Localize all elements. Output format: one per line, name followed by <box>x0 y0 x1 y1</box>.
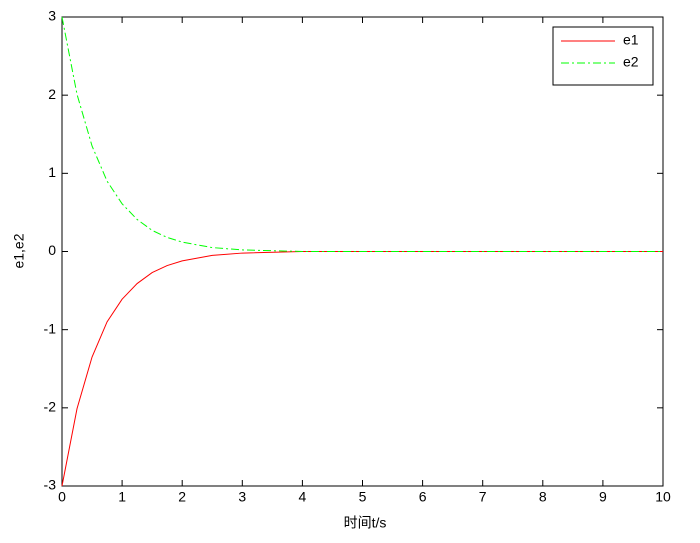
legend-label: e2 <box>623 54 639 70</box>
x-tick-label: 2 <box>178 489 186 505</box>
y-axis-label: e1,e2 <box>11 233 27 268</box>
x-tick-label: 1 <box>118 489 126 505</box>
y-tick-label: 3 <box>48 8 56 24</box>
x-axis-label: 时间t/s <box>344 515 387 531</box>
y-tick-label: -1 <box>44 320 57 336</box>
x-tick-label: 3 <box>238 489 246 505</box>
data-line <box>61 16 663 252</box>
x-tick-label: 10 <box>655 489 671 505</box>
x-tick-label: 9 <box>599 489 607 505</box>
y-tick-label: 1 <box>48 164 56 180</box>
legend-box <box>552 26 654 86</box>
x-tick-label: 8 <box>539 489 547 505</box>
x-tick-label: 6 <box>419 489 427 505</box>
y-tick-label: -3 <box>44 477 57 493</box>
y-tick-label: -2 <box>44 399 57 415</box>
y-tick-label: 0 <box>48 242 56 258</box>
legend-label: e1 <box>623 32 639 48</box>
x-tick-label: 5 <box>359 489 367 505</box>
y-tick-label: 2 <box>48 86 56 102</box>
x-tick-label: 0 <box>58 489 66 505</box>
x-tick-label: 7 <box>479 489 487 505</box>
x-tick-label: 4 <box>299 489 307 505</box>
